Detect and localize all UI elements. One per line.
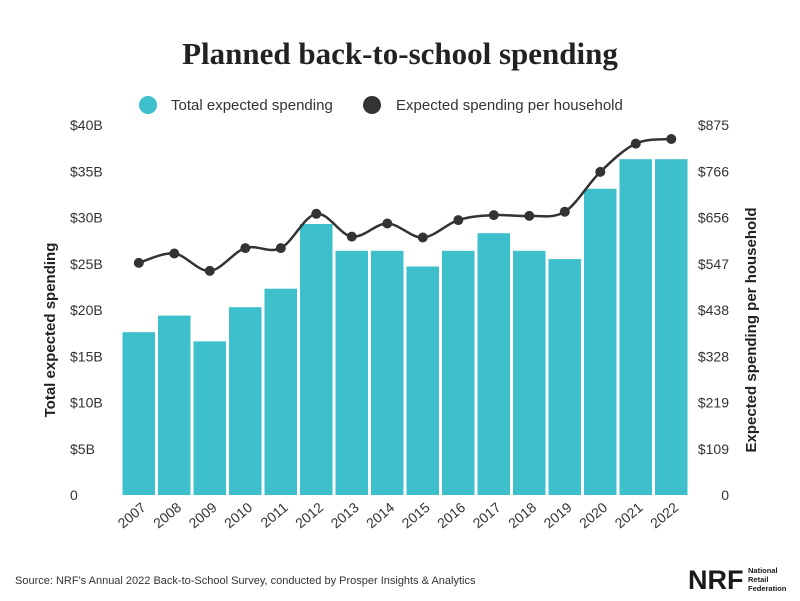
household-line (138, 137, 672, 273)
left-tick-label: $15B (70, 348, 103, 364)
x-tick-label: 2021 (612, 499, 646, 531)
left-tick-label: $30B (70, 210, 103, 226)
point-2018 (524, 210, 535, 221)
left-tick-label: $20B (70, 302, 103, 318)
point-2010 (240, 243, 251, 254)
logo-sub-line-1: National (748, 566, 778, 575)
x-tick-label: 2018 (505, 499, 539, 531)
point-2016 (453, 215, 464, 226)
right-tick-label: $328 (698, 348, 729, 364)
left-tick-label: $25B (70, 256, 103, 272)
bar-2012 (300, 224, 333, 495)
point-2013 (346, 231, 357, 242)
x-tick-label: 2012 (292, 499, 326, 531)
right-tick-label: $547 (698, 256, 729, 272)
x-tick-label: 2008 (150, 499, 184, 531)
legend-label-household: Expected spending per household (396, 97, 623, 114)
x-tick-label: 2017 (470, 499, 504, 531)
point-2012 (311, 208, 322, 219)
bar-2011 (264, 288, 297, 495)
point-2009 (204, 265, 215, 276)
point-2007 (133, 257, 144, 268)
point-2008 (169, 248, 180, 259)
bar-2015 (406, 266, 439, 495)
x-tick-label: 2014 (363, 499, 397, 531)
x-tick-label: 2010 (221, 499, 255, 531)
right-tick-label: 0 (721, 487, 729, 503)
point-2019 (559, 206, 570, 217)
chart-title: Planned back-to-school spending (182, 36, 618, 71)
nrf-logo: NRF National Retail Federation (688, 565, 787, 595)
legend: Total expected spending Expected spendin… (139, 96, 623, 114)
x-tick-label: 2009 (186, 499, 220, 531)
point-2020 (595, 166, 606, 177)
point-2022 (666, 134, 677, 144)
point-2017 (488, 210, 499, 221)
bar-2017 (477, 233, 510, 495)
right-axis-title: Expected spending per household (743, 207, 760, 452)
source-note: Source: NRF's Annual 2022 Back-to-School… (15, 575, 476, 587)
left-tick-label: $35B (70, 163, 103, 179)
bar-2007 (122, 332, 155, 495)
bar-2019 (548, 259, 581, 495)
household-points (133, 134, 677, 276)
bar-2018 (513, 250, 546, 495)
x-tick-label: 2015 (399, 499, 433, 531)
right-tick-label: $766 (698, 163, 729, 179)
logo-main: NRF (688, 565, 744, 595)
x-axis-ticks: 2007 2008 2009 2010 2011 2012 2013 2014 2015 2016… (115, 499, 682, 531)
bar-2010 (229, 307, 262, 495)
logo-sub-line-2: Retail (748, 575, 768, 584)
x-tick-label: 2020 (576, 499, 610, 531)
bar-2013 (335, 250, 368, 495)
left-tick-label: 0 (70, 487, 78, 503)
x-tick-label: 2013 (328, 499, 362, 531)
x-tick-label: 2007 (115, 499, 149, 531)
legend-marker-total (139, 96, 157, 114)
point-2021 (630, 138, 641, 149)
point-2014 (382, 218, 393, 229)
right-tick-label: $656 (698, 210, 729, 226)
x-tick-label: 2022 (647, 499, 681, 531)
bar-series (122, 159, 688, 496)
left-tick-label: $40B (70, 117, 103, 133)
right-tick-label: $438 (698, 302, 729, 318)
left-tick-label: $10B (70, 395, 103, 411)
legend-marker-household (363, 96, 381, 114)
bar-2009 (193, 341, 226, 495)
point-2011 (275, 243, 286, 254)
right-tick-label: $109 (698, 441, 729, 457)
left-axis-ticks: 0 $5B $10B $15B $20B $25B $30B $35B $40B (70, 117, 103, 503)
x-tick-label: 2016 (434, 499, 468, 531)
right-axis-ticks: 0 $109 $219 $328 $438 $547 $656 $766 $875 (698, 117, 729, 503)
legend-label-total: Total expected spending (171, 97, 333, 114)
right-tick-label: $219 (698, 395, 729, 411)
bar-2020 (584, 188, 617, 496)
bar-2008 (158, 315, 191, 495)
bar-2014 (371, 250, 404, 495)
left-axis-title: Total expected spending (42, 243, 59, 418)
right-tick-label: $875 (698, 117, 729, 133)
logo-sub-line-3: Federation (748, 584, 787, 593)
point-2015 (417, 232, 428, 243)
bar-2016 (442, 250, 475, 495)
x-tick-label: 2019 (541, 499, 575, 531)
x-tick-label: 2011 (257, 499, 291, 531)
bar-2022 (655, 159, 688, 495)
bar-2021 (619, 159, 652, 495)
left-tick-label: $5B (70, 441, 95, 457)
